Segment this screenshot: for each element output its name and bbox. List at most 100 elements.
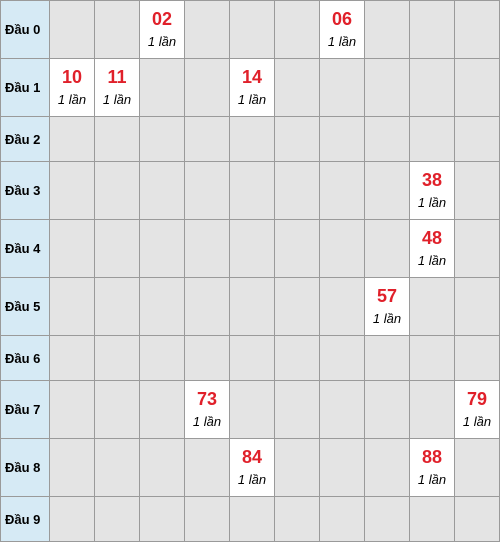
row-label: Đầu 7 bbox=[1, 381, 49, 438]
empty-cell bbox=[95, 162, 139, 219]
empty-cell bbox=[455, 117, 499, 161]
empty-cell bbox=[410, 59, 454, 116]
empty-cell bbox=[185, 59, 229, 116]
empty-cell bbox=[140, 336, 184, 380]
empty-cell bbox=[230, 497, 274, 541]
hit-cell: 14 1 lần bbox=[230, 59, 274, 116]
empty-cell bbox=[410, 497, 454, 541]
empty-cell bbox=[455, 1, 499, 58]
empty-cell bbox=[410, 117, 454, 161]
empty-cell bbox=[275, 336, 319, 380]
count: 1 lần bbox=[372, 311, 402, 326]
hit-cell: 48 1 lần bbox=[410, 220, 454, 277]
row-label: Đầu 8 bbox=[1, 439, 49, 496]
count: 1 lần bbox=[327, 34, 357, 49]
count: 1 lần bbox=[462, 414, 492, 429]
empty-cell bbox=[185, 439, 229, 496]
empty-cell bbox=[50, 220, 94, 277]
empty-cell bbox=[230, 220, 274, 277]
number: 48 bbox=[421, 228, 443, 248]
row-label: Đầu 1 bbox=[1, 59, 49, 116]
empty-cell bbox=[455, 439, 499, 496]
empty-cell bbox=[230, 381, 274, 438]
number: 11 bbox=[107, 67, 127, 87]
count: 1 lần bbox=[417, 253, 447, 268]
empty-cell bbox=[50, 336, 94, 380]
number: 06 bbox=[331, 9, 353, 29]
hit-cell: 88 1 lần bbox=[410, 439, 454, 496]
empty-cell bbox=[50, 278, 94, 335]
empty-cell bbox=[95, 336, 139, 380]
row-label: Đầu 0 bbox=[1, 1, 49, 58]
number: 14 bbox=[241, 67, 263, 87]
empty-cell bbox=[365, 117, 409, 161]
empty-cell bbox=[455, 336, 499, 380]
empty-cell bbox=[50, 439, 94, 496]
number: 02 bbox=[151, 9, 173, 29]
hit-cell: 10 1 lần bbox=[50, 59, 94, 116]
empty-cell bbox=[230, 278, 274, 335]
empty-cell bbox=[455, 59, 499, 116]
empty-cell bbox=[185, 1, 229, 58]
empty-cell bbox=[275, 1, 319, 58]
count: 1 lần bbox=[237, 472, 267, 487]
empty-cell bbox=[455, 497, 499, 541]
hit-cell: 06 1 lần bbox=[320, 1, 364, 58]
empty-cell bbox=[140, 117, 184, 161]
empty-cell bbox=[140, 220, 184, 277]
empty-cell bbox=[410, 381, 454, 438]
empty-cell bbox=[365, 497, 409, 541]
hit-cell: 11 1 lần bbox=[95, 59, 139, 116]
empty-cell bbox=[320, 497, 364, 541]
empty-cell bbox=[95, 117, 139, 161]
empty-cell bbox=[365, 59, 409, 116]
empty-cell bbox=[320, 278, 364, 335]
empty-cell bbox=[185, 220, 229, 277]
row-label: Đầu 3 bbox=[1, 162, 49, 219]
hit-cell: 84 1 lần bbox=[230, 439, 274, 496]
empty-cell bbox=[230, 336, 274, 380]
hit-cell: 79 1 lần bbox=[455, 381, 499, 438]
empty-cell bbox=[275, 220, 319, 277]
empty-cell bbox=[275, 278, 319, 335]
count: 1 lần bbox=[192, 414, 222, 429]
empty-cell bbox=[140, 381, 184, 438]
empty-cell bbox=[95, 439, 139, 496]
count: 1 lần bbox=[57, 92, 87, 107]
row-label: Đầu 6 bbox=[1, 336, 49, 380]
empty-cell bbox=[455, 220, 499, 277]
empty-cell bbox=[365, 439, 409, 496]
count: 1 lần bbox=[417, 472, 447, 487]
empty-cell bbox=[320, 336, 364, 380]
empty-cell bbox=[95, 497, 139, 541]
count: 1 lần bbox=[417, 195, 447, 210]
number: 88 bbox=[421, 447, 443, 467]
empty-cell bbox=[50, 162, 94, 219]
hit-cell: 57 1 lần bbox=[365, 278, 409, 335]
number: 57 bbox=[376, 286, 398, 306]
empty-cell bbox=[50, 1, 94, 58]
empty-cell bbox=[140, 59, 184, 116]
empty-cell bbox=[95, 1, 139, 58]
row-label: Đầu 4 bbox=[1, 220, 49, 277]
empty-cell bbox=[50, 381, 94, 438]
empty-cell bbox=[365, 381, 409, 438]
number: 73 bbox=[196, 389, 218, 409]
number: 84 bbox=[241, 447, 263, 467]
empty-cell bbox=[455, 162, 499, 219]
empty-cell bbox=[95, 278, 139, 335]
empty-cell bbox=[320, 162, 364, 219]
empty-cell bbox=[140, 497, 184, 541]
row-label: Đầu 2 bbox=[1, 117, 49, 161]
empty-cell bbox=[320, 117, 364, 161]
empty-cell bbox=[455, 278, 499, 335]
number: 79 bbox=[466, 389, 488, 409]
hit-cell: 02 1 lần bbox=[140, 1, 184, 58]
empty-cell bbox=[50, 117, 94, 161]
empty-cell bbox=[185, 497, 229, 541]
number: 38 bbox=[421, 170, 443, 190]
empty-cell bbox=[410, 1, 454, 58]
empty-cell bbox=[275, 381, 319, 438]
row-label: Đầu 9 bbox=[1, 497, 49, 541]
